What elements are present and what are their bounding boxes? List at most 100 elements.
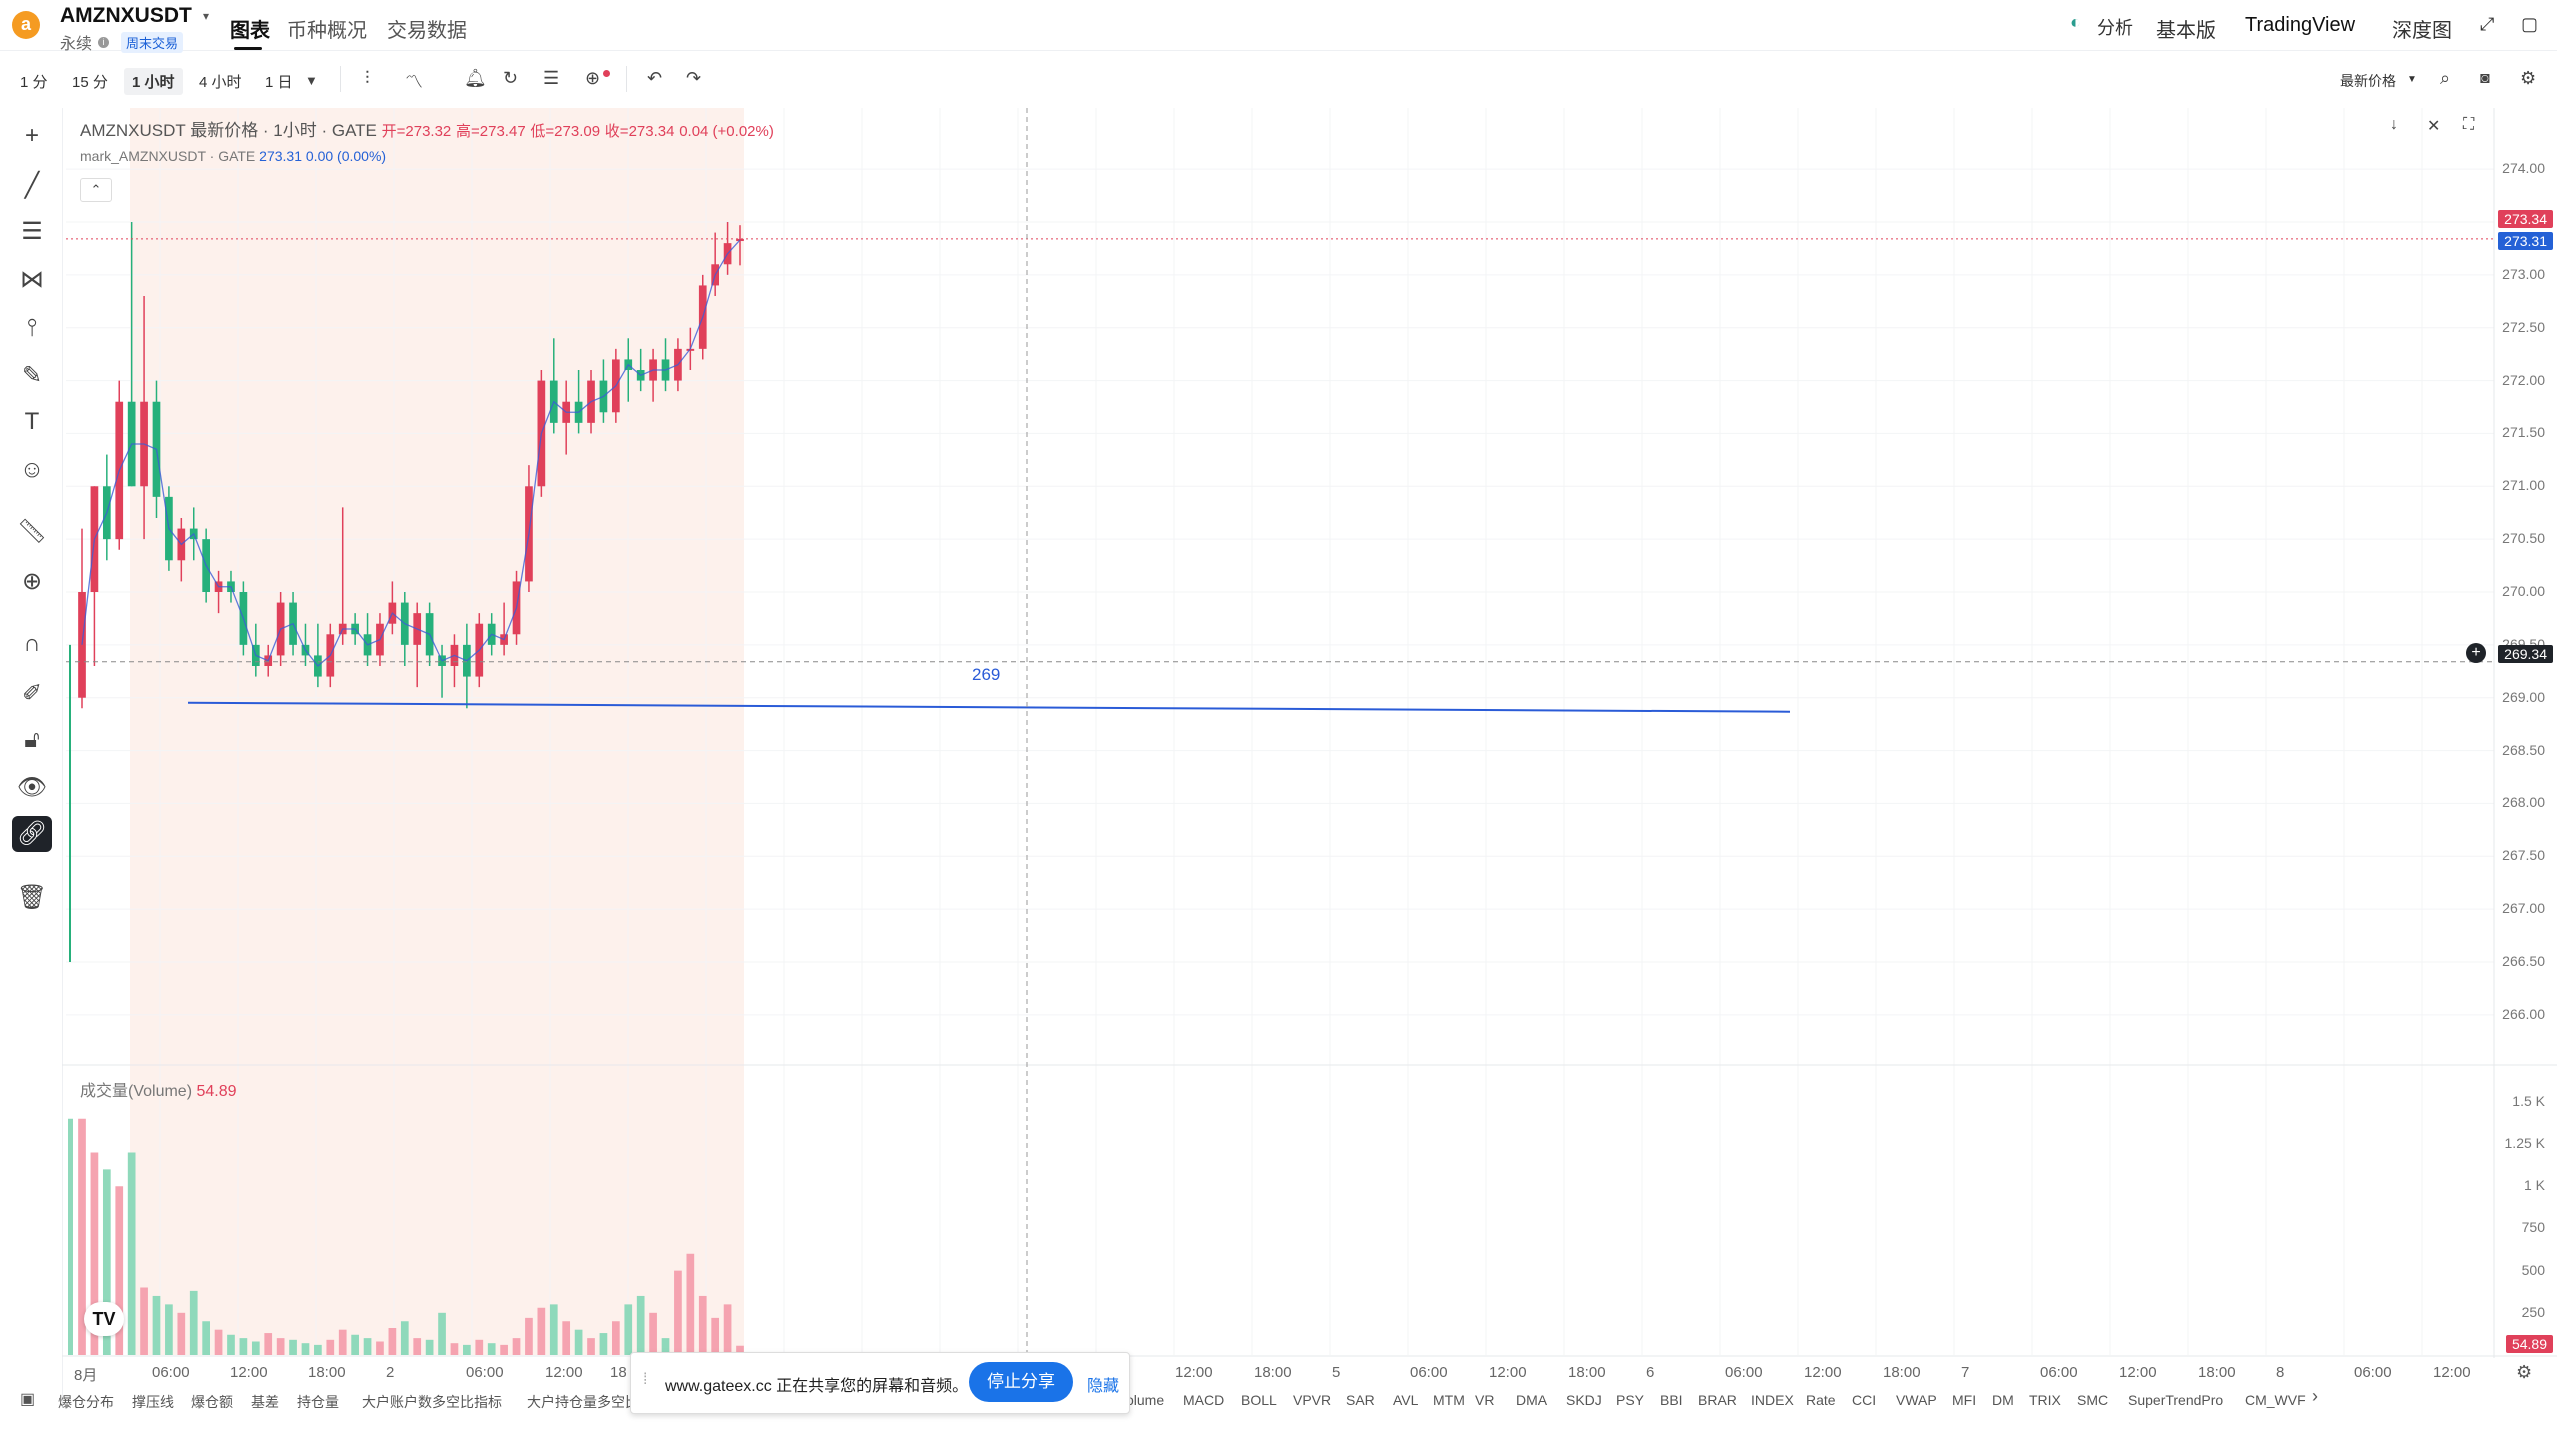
undo-icon[interactable]: ↶: [647, 68, 663, 88]
indicator-button[interactable]: DM: [1992, 1392, 2014, 1408]
trendline-icon[interactable]: ╱: [24, 172, 40, 199]
volume-bar: [189, 1290, 198, 1355]
link-icon[interactable]: 🔗︎: [12, 816, 52, 852]
horizontal-line-label[interactable]: 269: [972, 665, 1001, 684]
tab-overview[interactable]: 币种概况: [287, 20, 367, 42]
volume-bar: [661, 1338, 670, 1355]
emoji-icon[interactable]: ☺: [19, 456, 45, 483]
indicator-button[interactable]: Rate: [1806, 1392, 1836, 1408]
more-indicators-icon[interactable]: ›: [2312, 1386, 2318, 1406]
indicator-button[interactable]: 爆仓分布: [58, 1394, 114, 1410]
fib-icon[interactable]: ⫯: [26, 314, 38, 341]
horizontal-lines-icon[interactable]: ☰: [21, 218, 43, 245]
trash-icon[interactable]: 🗑︎: [16, 884, 48, 911]
indicator-button[interactable]: DMA: [1516, 1392, 1548, 1408]
indicator-button[interactable]: 大户持仓量多空比: [527, 1394, 639, 1410]
lock-drawing-icon[interactable]: ✐: [21, 680, 43, 707]
search-icon[interactable]: ⌕: [2440, 68, 2451, 88]
indicator-button[interactable]: olume: [1126, 1392, 1165, 1408]
alert-icon[interactable]: 🔔︎: [464, 68, 487, 88]
basic-view-link[interactable]: 基本版: [2156, 20, 2216, 42]
analysis-link[interactable]: 分析: [2097, 18, 2133, 38]
expand-icon[interactable]: ⤢: [2480, 14, 2495, 34]
timeframe-1m[interactable]: 1 分: [20, 74, 48, 91]
timeframe-dropdown-icon[interactable]: ▼: [305, 73, 318, 88]
indicators-icon[interactable]: 〽: [405, 72, 423, 92]
tradingview-link[interactable]: TradingView: [2245, 14, 2356, 36]
crosshair-icon[interactable]: +: [24, 122, 39, 149]
redo-icon[interactable]: ↷: [686, 68, 702, 88]
indicator-button[interactable]: 爆仓额: [191, 1394, 233, 1410]
eye-icon[interactable]: 👁︎: [16, 774, 48, 801]
depth-chart-link[interactable]: 深度图: [2392, 20, 2452, 42]
add-alert-icon[interactable]: +: [2466, 643, 2486, 663]
price-type-select[interactable]: 最新价格: [2340, 73, 2396, 89]
time-axis-label: 12:00: [230, 1364, 268, 1381]
indicator-button[interactable]: SAR: [1346, 1392, 1375, 1408]
indicator-button[interactable]: MFI: [1952, 1392, 1977, 1408]
candle-type-icon[interactable]: ⫶: [365, 68, 370, 88]
indicator-button[interactable]: PSY: [1616, 1392, 1645, 1408]
indicator-button[interactable]: TRIX: [2029, 1392, 2061, 1408]
hide-share-bar-link[interactable]: 隐藏: [1087, 1378, 1120, 1395]
drag-handle-icon[interactable]: ⁞: [643, 1371, 648, 1388]
zoom-in-icon[interactable]: ⊕: [21, 568, 43, 595]
window-icon[interactable]: ▢: [2521, 14, 2539, 34]
collapse-icon[interactable]: ✕: [2427, 118, 2441, 135]
time-axis-label: 18:00: [1568, 1364, 1606, 1381]
settings-gear-icon[interactable]: ⚙: [2520, 68, 2537, 88]
indicator-button[interactable]: BOLL: [1241, 1392, 1277, 1408]
template-icon[interactable]: ☰: [543, 68, 560, 88]
timeframe-4h[interactable]: 4 小时: [199, 74, 242, 91]
camera-icon[interactable]: ◙: [2480, 70, 2490, 87]
analysis-icon: ◐: [2070, 12, 2081, 32]
add-icon[interactable]: ⊕: [585, 68, 601, 88]
time-axis-settings-icon[interactable]: ⚙: [2516, 1362, 2533, 1382]
volume-axis-label: 250: [2521, 1303, 2545, 1320]
maximize-pane-icon[interactable]: ⛶: [2463, 116, 2475, 133]
indicator-button[interactable]: BBI: [1660, 1392, 1683, 1408]
indicator-button[interactable]: 大户账户数多空比指标: [362, 1394, 502, 1410]
symbol-name[interactable]: AMZNXUSDT: [60, 4, 192, 27]
indicator-button[interactable]: AVL: [1393, 1392, 1419, 1408]
indicator-button[interactable]: 撑压线: [132, 1394, 174, 1410]
indicator-panel-icon[interactable]: ▣: [20, 1391, 36, 1408]
timeframe-15m[interactable]: 15 分: [72, 74, 108, 91]
timeframe-1h[interactable]: 1 小时: [124, 68, 183, 95]
symbol-dropdown-icon[interactable]: ▾: [203, 9, 210, 23]
text-icon[interactable]: T: [24, 408, 40, 435]
lock-icon[interactable]: 🔓︎: [24, 726, 40, 753]
ruler-icon[interactable]: 📏︎: [16, 518, 48, 545]
indicator-button[interactable]: CCI: [1852, 1392, 1877, 1408]
indicator-button[interactable]: SuperTrendPro: [2128, 1392, 2224, 1408]
magnet-icon[interactable]: ∩: [23, 630, 41, 657]
tradingview-logo[interactable]: TV: [84, 1302, 124, 1336]
indicator-button[interactable]: 基差: [251, 1394, 279, 1410]
tab-trade-data[interactable]: 交易数据: [387, 20, 467, 42]
volume-bar: [239, 1338, 248, 1355]
indicator-button[interactable]: INDEX: [1751, 1392, 1794, 1408]
indicator-button[interactable]: MTM: [1433, 1392, 1465, 1408]
time-axis-label: 12:00: [1175, 1364, 1213, 1381]
stop-share-button[interactable]: 停止分享: [969, 1362, 1073, 1402]
indicator-button[interactable]: VR: [1475, 1392, 1495, 1408]
info-icon[interactable]: i: [98, 36, 110, 48]
scroll-down-icon[interactable]: ↓: [2390, 116, 2398, 133]
indicator-button[interactable]: MACD: [1183, 1392, 1225, 1408]
brush-icon[interactable]: ✎: [21, 362, 43, 389]
indicator-button[interactable]: CM_WVF: [2245, 1392, 2306, 1408]
indicator-button[interactable]: 持仓量: [297, 1394, 339, 1410]
replay-icon[interactable]: ↻: [503, 68, 519, 88]
tab-chart[interactable]: 图表: [230, 20, 270, 42]
indicator-button[interactable]: VWAP: [1896, 1392, 1937, 1408]
timeframe-1d[interactable]: 1 日: [265, 74, 293, 91]
indicator-button[interactable]: SMC: [2077, 1392, 2109, 1408]
collapse-legend-button[interactable]: ⌃: [80, 178, 112, 202]
legend-open: 273.32: [405, 123, 452, 140]
indicator-button[interactable]: VPVR: [1293, 1392, 1332, 1408]
indicator-button[interactable]: SKDJ: [1566, 1392, 1602, 1408]
price-type-caret-icon[interactable]: ▼: [2407, 74, 2417, 85]
indicator-button[interactable]: BRAR: [1698, 1392, 1737, 1408]
pattern-icon[interactable]: ⋈: [20, 266, 44, 293]
